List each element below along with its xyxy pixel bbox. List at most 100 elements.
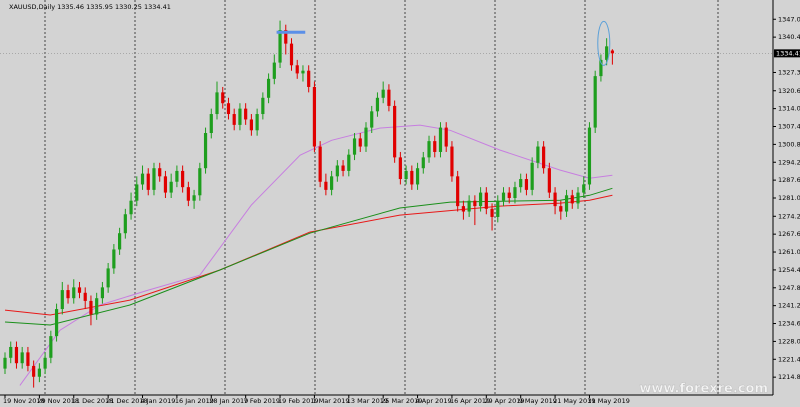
candle-body bbox=[255, 114, 259, 131]
candle-body bbox=[370, 111, 374, 128]
candle-body bbox=[43, 357, 47, 369]
candle-body bbox=[564, 195, 569, 212]
candle-body bbox=[467, 200, 471, 212]
x-tick-label: 19 Feb 2019 bbox=[278, 397, 318, 405]
candle-body bbox=[450, 146, 454, 177]
x-tick-label: 21 Dec 2018 bbox=[106, 397, 148, 405]
candle-body bbox=[301, 70, 305, 74]
x-tick-label: 1 Mar 2019 bbox=[312, 397, 349, 405]
candle-body bbox=[186, 187, 190, 201]
candle-body bbox=[60, 290, 64, 310]
y-tick-label: 1221.45 bbox=[778, 355, 800, 363]
candle-body bbox=[530, 162, 534, 190]
candle-body bbox=[278, 30, 282, 63]
y-tick-label: 1234.65 bbox=[778, 320, 800, 328]
candle-body bbox=[106, 268, 110, 288]
candle-body bbox=[289, 43, 294, 66]
candle-body bbox=[536, 146, 540, 163]
x-tick-label: 21 May 2019 bbox=[553, 397, 595, 405]
candle-body bbox=[3, 357, 7, 369]
x-tick-label: 28 Jan 2019 bbox=[209, 397, 248, 405]
x-tick-label: 29 Apr 2019 bbox=[484, 397, 524, 405]
candle-body bbox=[261, 97, 265, 115]
candle-body bbox=[559, 206, 563, 212]
candle-body bbox=[118, 233, 122, 250]
y-tick-label: 1274.25 bbox=[778, 212, 800, 220]
candle-body bbox=[26, 352, 30, 366]
candle-body bbox=[312, 86, 317, 147]
price-tag bbox=[774, 49, 800, 58]
candle-body bbox=[238, 108, 242, 125]
candle-body bbox=[427, 141, 431, 158]
candle-body bbox=[77, 287, 82, 293]
candle-body bbox=[72, 287, 76, 299]
y-tick-label: 1214.85 bbox=[778, 373, 800, 381]
candle-body bbox=[364, 127, 368, 147]
candle-body bbox=[37, 368, 41, 377]
candle-body bbox=[226, 103, 231, 115]
y-tick-label: 1320.60 bbox=[778, 87, 800, 95]
candle-body bbox=[341, 165, 345, 171]
candle-body bbox=[352, 138, 357, 155]
y-tick-label: 1241.25 bbox=[778, 302, 800, 310]
candle-body bbox=[146, 173, 150, 190]
candle-body bbox=[387, 89, 391, 106]
candle-body bbox=[307, 70, 311, 87]
watermark: www.forexre.com bbox=[639, 382, 768, 397]
candle-body bbox=[610, 50, 614, 54]
candle-body bbox=[83, 292, 87, 301]
candle-body bbox=[490, 208, 494, 217]
candle-body bbox=[599, 59, 603, 77]
candle-body bbox=[496, 200, 500, 217]
y-tick-label: 1340.40 bbox=[778, 33, 800, 41]
candle-body bbox=[163, 176, 168, 193]
candle-body bbox=[209, 114, 213, 133]
y-tick-label: 1300.80 bbox=[778, 140, 800, 148]
chart-title: XAUUSD,Daily 1335.46 1335.95 1330.25 133… bbox=[9, 3, 171, 11]
x-tick-label: 16 Apr 2019 bbox=[450, 397, 490, 405]
price-tag-label: 1334.41 bbox=[776, 49, 800, 57]
candle-body bbox=[14, 346, 19, 364]
candle-body bbox=[587, 127, 592, 185]
x-tick-label: 7 Feb 2019 bbox=[244, 397, 280, 405]
candle-body bbox=[461, 206, 465, 212]
candle-body bbox=[169, 181, 173, 193]
candle-body bbox=[112, 249, 116, 269]
candle-body bbox=[381, 89, 385, 98]
x-tick-label: 4 Jan 2019 bbox=[141, 397, 176, 405]
candle-body bbox=[478, 192, 483, 207]
x-tick-label: 4 Apr 2019 bbox=[416, 397, 452, 405]
y-tick-label: 1327.35 bbox=[778, 68, 800, 76]
x-tick-label: 31 May 2019 bbox=[587, 397, 629, 405]
candle-body bbox=[295, 65, 299, 74]
y-tick-label: 1281.00 bbox=[778, 194, 800, 202]
candle-body bbox=[415, 168, 420, 185]
candle-body bbox=[398, 157, 402, 180]
candle-body bbox=[54, 309, 59, 337]
candle-body bbox=[570, 195, 574, 204]
candle-body bbox=[140, 173, 145, 185]
x-tick-label: 25 Mar 2019 bbox=[381, 397, 422, 405]
candle-body bbox=[456, 176, 460, 207]
candle-body bbox=[249, 119, 253, 131]
candle-body bbox=[244, 108, 248, 120]
candle-body bbox=[513, 187, 517, 198]
candle-body bbox=[266, 78, 271, 98]
candle-body bbox=[593, 76, 597, 128]
candle-body bbox=[393, 105, 397, 158]
candle-body bbox=[135, 184, 139, 201]
candle-body bbox=[272, 62, 276, 79]
y-tick-label: 1294.20 bbox=[778, 158, 800, 166]
candle-body bbox=[20, 352, 24, 364]
y-tick-label: 1314.00 bbox=[778, 105, 800, 113]
candle-body bbox=[473, 200, 477, 207]
moving-average bbox=[4, 187, 613, 326]
candle-body bbox=[192, 195, 196, 201]
candle-body bbox=[605, 46, 609, 60]
candle-body bbox=[404, 170, 408, 180]
moving-average bbox=[19, 124, 613, 386]
candle-body bbox=[284, 30, 288, 44]
x-tick-label: 16 Jan 2019 bbox=[175, 397, 214, 405]
candle-body bbox=[198, 168, 202, 196]
